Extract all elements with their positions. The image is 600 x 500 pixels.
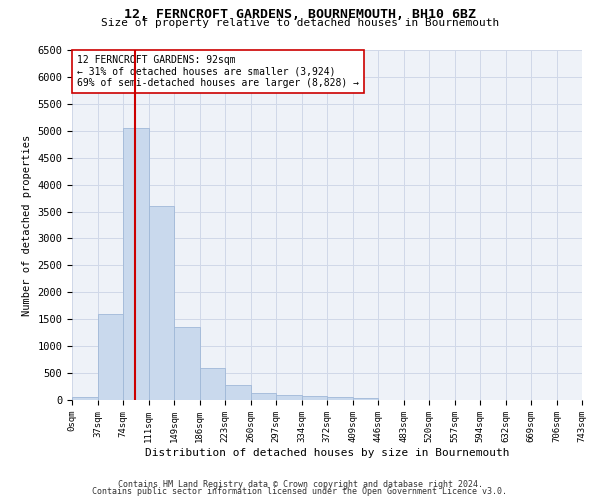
Bar (276, 394, 302, 400)
Text: Contains public sector information licensed under the Open Government Licence v3: Contains public sector information licen… (92, 488, 508, 496)
Bar (174, 328, 199, 400)
Bar (97, 314, 123, 400)
Text: Contains HM Land Registry data © Crown copyright and database right 2024.: Contains HM Land Registry data © Crown c… (118, 480, 482, 489)
Bar (123, 128, 149, 400)
Bar (72, 398, 97, 400)
Text: 12 FERNCROFT GARDENS: 92sqm
← 31% of detached houses are smaller (3,924)
69% of : 12 FERNCROFT GARDENS: 92sqm ← 31% of det… (77, 55, 359, 88)
Text: 12, FERNCROFT GARDENS, BOURNEMOUTH, BH10 6BZ: 12, FERNCROFT GARDENS, BOURNEMOUTH, BH10… (124, 8, 476, 20)
Bar (251, 394, 276, 400)
Bar (199, 368, 225, 400)
Bar (225, 385, 251, 400)
Bar (353, 398, 378, 400)
Text: Size of property relative to detached houses in Bournemouth: Size of property relative to detached ho… (101, 18, 499, 28)
X-axis label: Distribution of detached houses by size in Bournemouth: Distribution of detached houses by size … (145, 448, 509, 458)
Bar (327, 398, 353, 400)
Y-axis label: Number of detached properties: Number of detached properties (22, 134, 32, 316)
Bar (302, 396, 327, 400)
Bar (149, 206, 174, 400)
